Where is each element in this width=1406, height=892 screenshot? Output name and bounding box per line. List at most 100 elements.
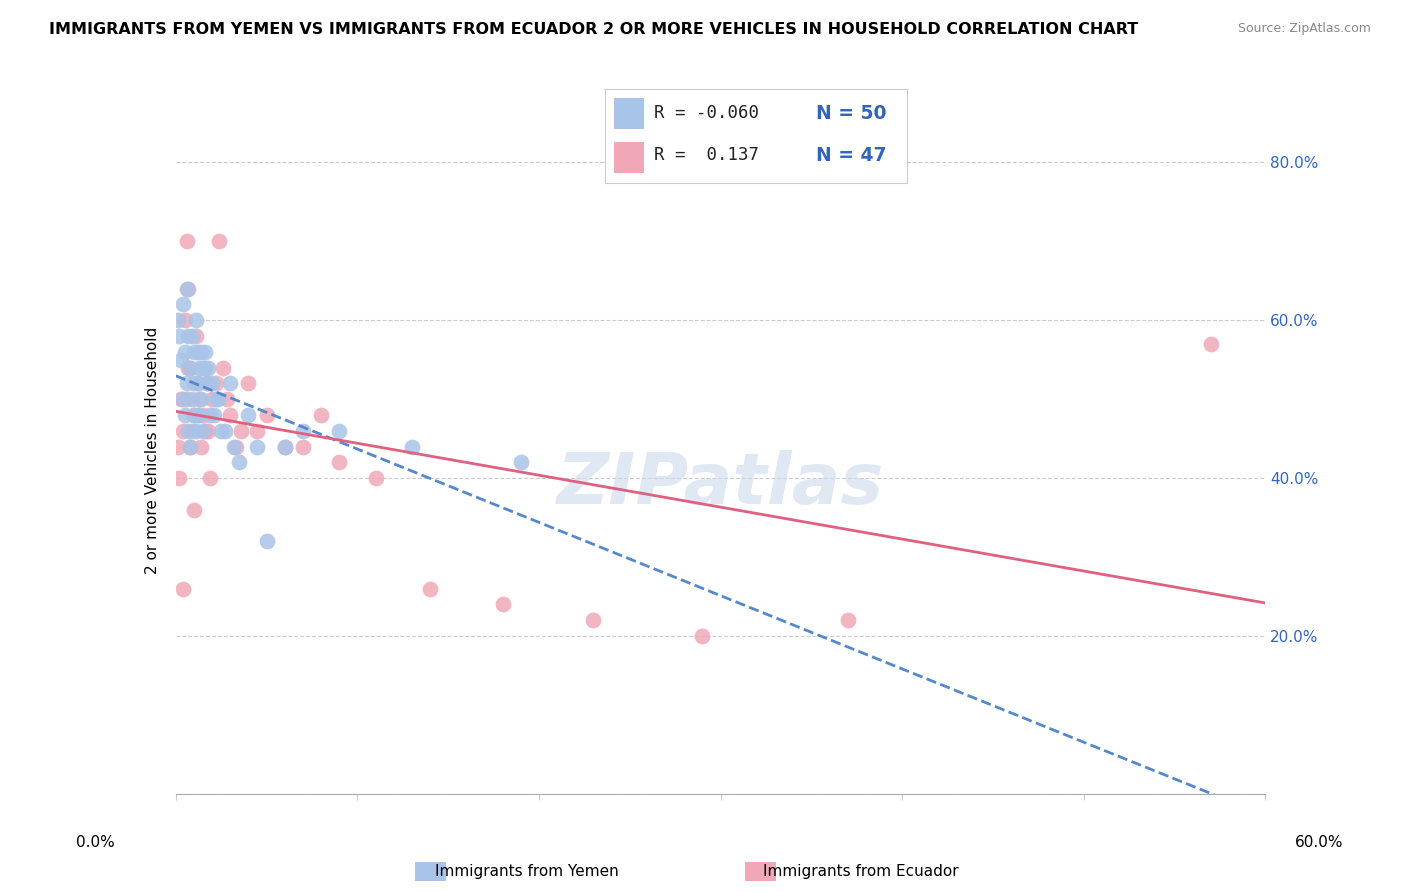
- Point: [173, 313, 195, 327]
- Point: [186, 344, 209, 359]
- Point: [177, 282, 200, 296]
- Point: [166, 440, 188, 454]
- Point: [215, 392, 238, 406]
- Point: [195, 376, 218, 391]
- Point: [190, 344, 212, 359]
- Text: Immigrants from Ecuador: Immigrants from Ecuador: [762, 864, 959, 879]
- Point: [188, 360, 211, 375]
- Text: N = 47: N = 47: [815, 145, 887, 165]
- Point: [419, 582, 441, 596]
- Point: [492, 598, 515, 612]
- Point: [190, 440, 212, 454]
- Point: [166, 313, 188, 327]
- Point: [291, 440, 314, 454]
- Point: [186, 376, 209, 391]
- Point: [181, 329, 204, 343]
- Point: [208, 234, 231, 248]
- Point: [172, 424, 194, 438]
- Point: [176, 376, 198, 391]
- Point: [184, 313, 207, 327]
- Point: [582, 613, 605, 627]
- Point: [176, 282, 198, 296]
- Point: [197, 360, 219, 375]
- Point: [190, 392, 212, 406]
- Point: [228, 455, 250, 469]
- Point: [191, 424, 214, 438]
- Text: N = 50: N = 50: [815, 103, 887, 122]
- Point: [401, 440, 423, 454]
- Point: [188, 392, 211, 406]
- Point: [179, 440, 201, 454]
- Point: [246, 440, 269, 454]
- Point: [172, 392, 194, 406]
- Text: R = -0.060: R = -0.060: [654, 104, 759, 122]
- Point: [183, 408, 205, 422]
- Point: [183, 344, 205, 359]
- Point: [188, 408, 211, 422]
- Point: [201, 392, 224, 406]
- Point: [177, 329, 200, 343]
- FancyBboxPatch shape: [613, 97, 644, 129]
- Y-axis label: 2 or more Vehicles in Household: 2 or more Vehicles in Household: [145, 326, 160, 574]
- Text: 0.0%: 0.0%: [76, 836, 115, 850]
- Point: [186, 376, 209, 391]
- Point: [173, 408, 195, 422]
- Point: [191, 360, 214, 375]
- Point: [200, 408, 222, 422]
- Point: [274, 440, 297, 454]
- Point: [197, 424, 219, 438]
- Point: [204, 392, 226, 406]
- Point: [212, 360, 235, 375]
- Point: [256, 534, 278, 549]
- Point: [238, 376, 260, 391]
- Point: [176, 234, 198, 248]
- Point: [194, 424, 217, 438]
- Point: [184, 424, 207, 438]
- Point: [177, 424, 200, 438]
- Point: [364, 471, 387, 485]
- Point: [238, 408, 260, 422]
- Point: [172, 297, 194, 311]
- Point: [328, 424, 350, 438]
- Point: [181, 424, 204, 438]
- Text: ZIPatlas: ZIPatlas: [557, 450, 884, 519]
- Point: [328, 455, 350, 469]
- Point: [509, 455, 531, 469]
- Point: [170, 392, 193, 406]
- Point: [170, 352, 193, 367]
- Point: [204, 376, 226, 391]
- Point: [183, 502, 205, 516]
- Point: [692, 629, 714, 643]
- Point: [184, 329, 207, 343]
- Point: [256, 408, 278, 422]
- Point: [181, 392, 204, 406]
- Point: [179, 360, 201, 375]
- Point: [173, 344, 195, 359]
- Point: [219, 408, 242, 422]
- Point: [169, 329, 191, 343]
- Point: [183, 408, 205, 422]
- Point: [225, 440, 247, 454]
- Point: [191, 408, 214, 422]
- Point: [177, 360, 200, 375]
- Point: [172, 582, 194, 596]
- Point: [231, 424, 253, 438]
- Text: Source: ZipAtlas.com: Source: ZipAtlas.com: [1237, 22, 1371, 36]
- Point: [291, 424, 314, 438]
- Point: [183, 376, 205, 391]
- Point: [214, 424, 236, 438]
- Point: [219, 376, 242, 391]
- Point: [274, 440, 297, 454]
- Point: [179, 440, 201, 454]
- Point: [169, 471, 191, 485]
- Point: [202, 408, 225, 422]
- Point: [201, 376, 224, 391]
- Point: [209, 424, 232, 438]
- Point: [1199, 337, 1222, 351]
- FancyBboxPatch shape: [613, 142, 644, 173]
- Point: [194, 344, 217, 359]
- Text: R =  0.137: R = 0.137: [654, 146, 759, 164]
- Point: [179, 360, 201, 375]
- Point: [176, 392, 198, 406]
- Text: IMMIGRANTS FROM YEMEN VS IMMIGRANTS FROM ECUADOR 2 OR MORE VEHICLES IN HOUSEHOLD: IMMIGRANTS FROM YEMEN VS IMMIGRANTS FROM…: [49, 22, 1139, 37]
